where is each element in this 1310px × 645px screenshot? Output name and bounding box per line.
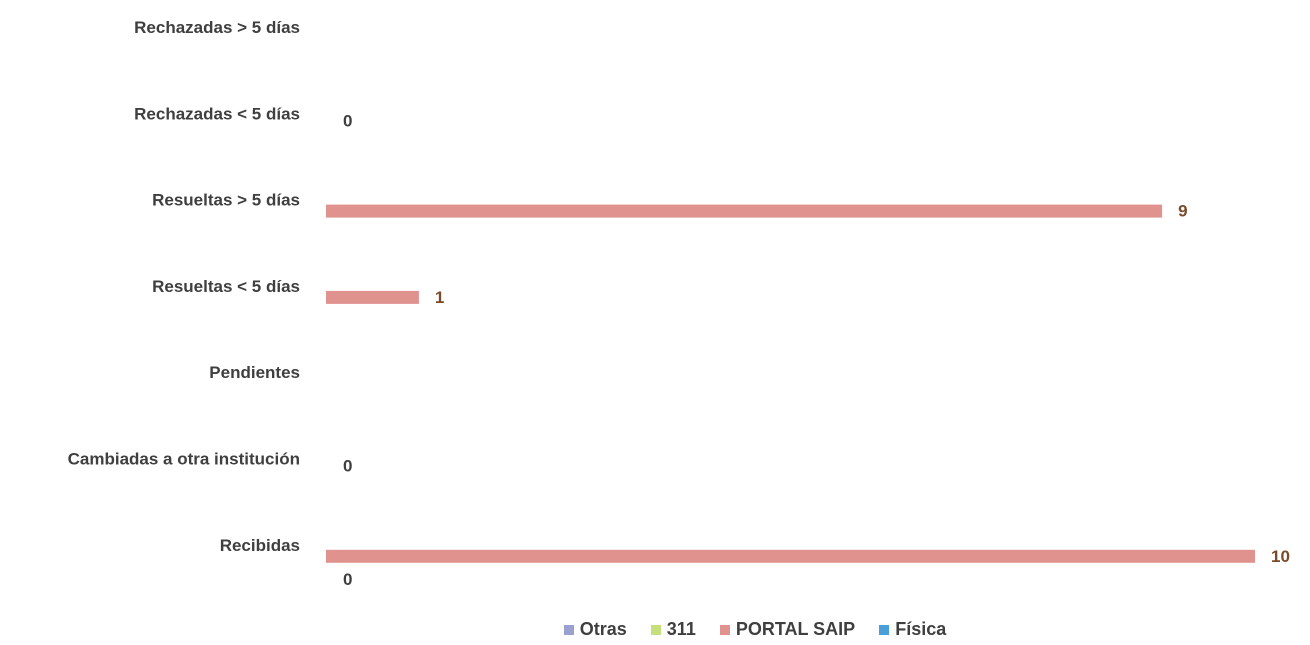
data-label-portal-saip-recibidas: 10 <box>1271 547 1290 566</box>
legend-item-portal-saip: PORTAL SAIP <box>719 619 856 640</box>
legend-label-portal-saip: PORTAL SAIP <box>735 619 856 639</box>
zero-label-recibidas-2: 0 <box>343 570 352 589</box>
bar-portal-saip-recibidas <box>326 549 1255 563</box>
category-label-rechazadas-5-dias: Rechazadas > 5 días <box>134 18 300 37</box>
legend-swatch-311 <box>650 624 661 635</box>
category-label-cambiadas-a-otra-institucion: Cambiadas a otra institución <box>68 450 300 469</box>
data-label-portal-saip-resueltas-5-dias: 9 <box>1178 202 1187 221</box>
zero-label-rechazadas-5-dias-0: 0 <box>343 111 352 130</box>
legend-swatch-otras <box>563 624 574 635</box>
legend-swatch-fisica <box>879 624 890 635</box>
zero-label-cambiadas-a-otra-institucion-1: 0 <box>343 457 352 476</box>
legend-label-fisica: Física <box>895 619 947 639</box>
data-label-portal-saip-resueltas-5-dias: 1 <box>435 288 444 307</box>
bar-portal-saip-resueltas-5-dias <box>326 290 419 304</box>
legend-label-311: 311 <box>666 619 696 639</box>
legend-item-311: 311 <box>650 619 696 640</box>
legend-item-fisica: Física <box>879 619 946 640</box>
category-label-pendientes: Pendientes <box>209 363 300 382</box>
legend-item-otras: Otras <box>563 619 627 640</box>
bar-portal-saip-resueltas-5-dias <box>326 204 1163 218</box>
category-label-recibidas: Recibidas <box>220 536 300 555</box>
category-label-resueltas-5-dias: Resueltas < 5 días <box>152 277 300 296</box>
chart-legend: Otras 311 PORTAL SAIP Física <box>100 619 1310 640</box>
legend-label-otras: Otras <box>579 619 627 639</box>
category-label-rechazadas-5-dias: Rechazadas < 5 días <box>134 104 300 123</box>
category-label-resueltas-5-dias: Resueltas > 5 días <box>152 191 300 210</box>
legend-swatch-portal-saip <box>719 624 730 635</box>
